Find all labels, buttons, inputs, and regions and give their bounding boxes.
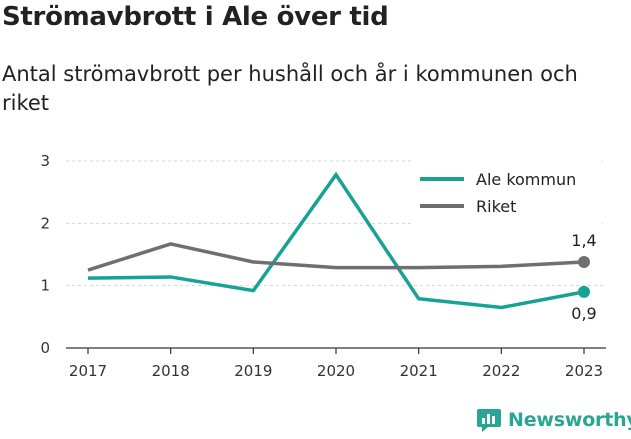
data-label: 1,4 (571, 231, 596, 250)
line-chart: 0 1 2 3 2017 2018 2019 2020 2021 2022 2023 Ale ko… (40, 152, 606, 380)
legend-background (412, 160, 602, 230)
newsworthy-logo: Newsworthy (476, 407, 631, 433)
chart-subtitle: Antal strömavbrott per hushåll och år i … (2, 62, 578, 115)
x-tick-label: 2022 (482, 362, 520, 380)
newsworthy-icon (477, 409, 501, 432)
x-tick-label: 2017 (69, 362, 107, 380)
y-tick-label: 0 (40, 339, 50, 357)
x-tick-label: 2018 (152, 362, 190, 380)
data-label: 0,9 (571, 304, 596, 323)
x-tick-label: 2021 (400, 362, 438, 380)
x-axis: 2017 2018 2019 2020 2021 2022 2023 (66, 347, 606, 380)
y-tick-label: 1 (40, 277, 50, 295)
series-end-point (578, 285, 590, 298)
x-tick-label: 2023 (565, 362, 603, 380)
series-line (87, 171, 585, 310)
y-tick-label: 3 (40, 152, 50, 170)
chart-title: Strömavbrott i Ale över tid (2, 2, 389, 32)
legend-label: Ale kommun (476, 170, 576, 189)
series-lines: 0,9 1,4 (87, 171, 597, 323)
y-tick-label: 2 (40, 214, 50, 232)
series-end-point (578, 255, 590, 268)
x-tick-label: 2019 (234, 362, 272, 380)
x-tick-label: 2020 (317, 362, 355, 380)
legend: Ale kommun Riket (412, 160, 602, 230)
series-line (87, 242, 585, 272)
brand-name: Newsworthy (508, 409, 631, 431)
y-axis-ticks: 0 1 2 3 (40, 152, 50, 357)
legend-label: Riket (476, 197, 516, 216)
